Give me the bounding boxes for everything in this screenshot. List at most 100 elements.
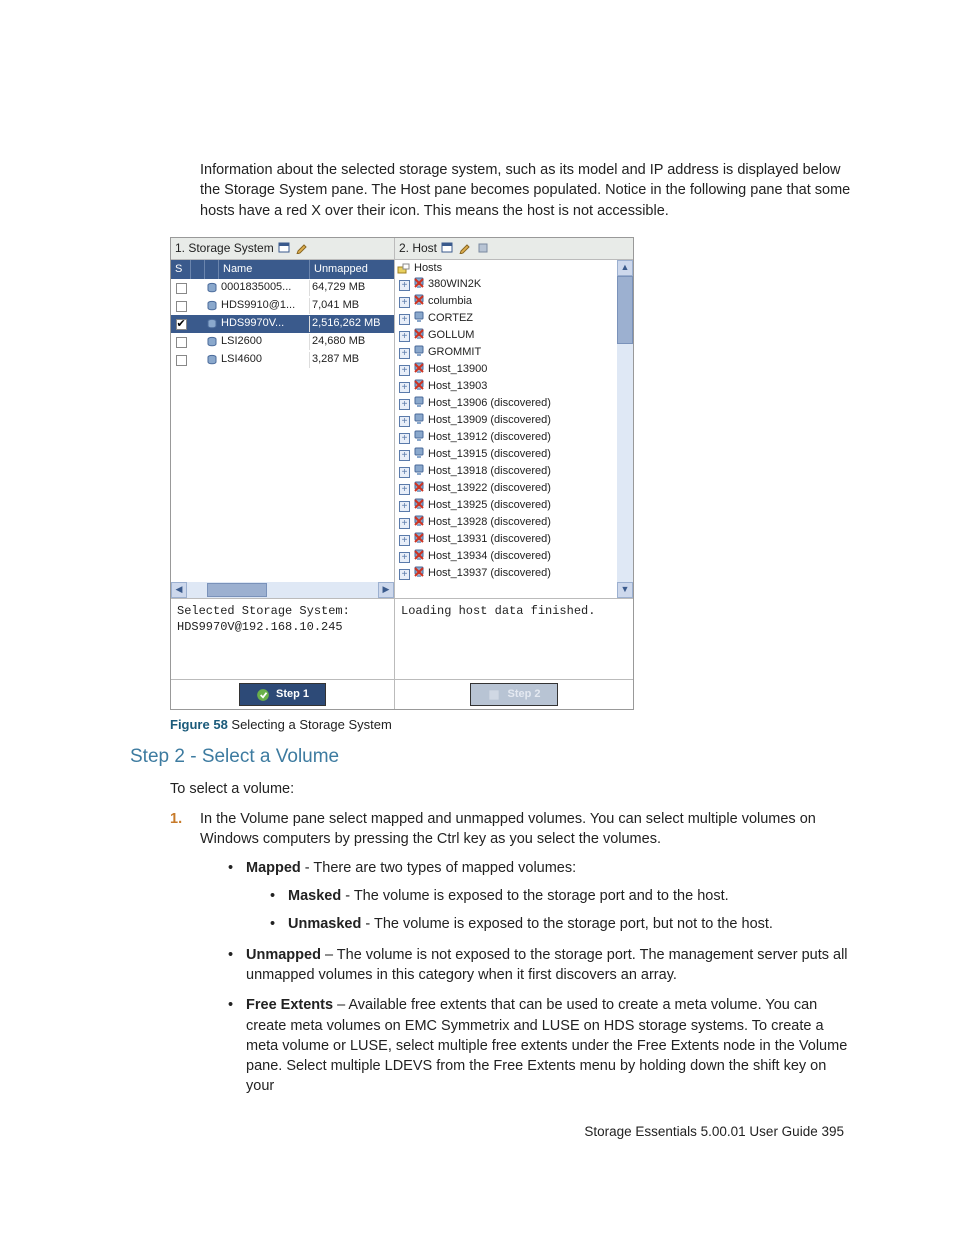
expand-icon[interactable]: + bbox=[399, 297, 410, 308]
expand-icon[interactable]: + bbox=[399, 348, 410, 359]
host-label: Host_13903 bbox=[428, 379, 487, 394]
expand-icon[interactable]: + bbox=[399, 569, 410, 580]
host-row[interactable]: + Host_13903 bbox=[397, 379, 617, 396]
expand-icon[interactable]: + bbox=[399, 331, 410, 342]
expand-icon[interactable]: + bbox=[399, 501, 410, 512]
section-heading: Step 2 - Select a Volume bbox=[130, 744, 854, 771]
storage-unmapped: 7,041 MB bbox=[310, 298, 394, 313]
expand-icon[interactable]: + bbox=[399, 416, 410, 427]
host-row[interactable]: + Host_13915 (discovered) bbox=[397, 447, 617, 464]
host-label: GROMMIT bbox=[428, 345, 481, 360]
figure-caption: Figure 58 Selecting a Storage System bbox=[170, 716, 854, 734]
edit-icon[interactable] bbox=[296, 242, 310, 254]
expand-icon[interactable]: + bbox=[399, 399, 410, 410]
row-checkbox[interactable] bbox=[176, 319, 187, 330]
properties-icon[interactable] bbox=[278, 242, 292, 254]
table-row[interactable]: HDS9970V...2,516,262 MB bbox=[171, 315, 394, 333]
host-row[interactable]: + GOLLUM bbox=[397, 328, 617, 345]
host-icon bbox=[413, 294, 425, 311]
host-icon bbox=[413, 362, 425, 379]
host-row[interactable]: +Host_13909 (discovered) bbox=[397, 413, 617, 430]
table-row[interactable]: LSI260024,680 MB bbox=[171, 333, 394, 351]
host-row[interactable]: +Host_13925 (discovered) bbox=[397, 498, 617, 515]
host-row[interactable]: + Host_13900 bbox=[397, 362, 617, 379]
host-label: Host_13912 (discovered) bbox=[428, 430, 551, 445]
storage-unmapped: 64,729 MB bbox=[310, 280, 394, 295]
host-label: Host_13937 (discovered) bbox=[428, 566, 551, 581]
host-row[interactable]: +Host_13906 (discovered) bbox=[397, 396, 617, 413]
host-icon bbox=[413, 311, 425, 328]
expand-icon[interactable]: + bbox=[399, 314, 410, 325]
host-icon bbox=[413, 345, 425, 362]
host-icon bbox=[413, 447, 425, 464]
host-row[interactable]: +Host_13928 (discovered) bbox=[397, 515, 617, 532]
host-icon bbox=[413, 498, 425, 515]
step-1-button[interactable]: Step 1 bbox=[239, 683, 326, 706]
row-checkbox[interactable] bbox=[176, 355, 187, 366]
expand-icon[interactable]: + bbox=[399, 365, 410, 376]
table-row[interactable]: HDS9910@1...7,041 MB bbox=[171, 297, 394, 315]
hosts-root[interactable]: Hosts bbox=[397, 261, 617, 277]
expand-icon[interactable]: + bbox=[399, 535, 410, 546]
storage-status: Selected Storage System: HDS9970V@192.16… bbox=[171, 599, 395, 679]
scroll-down-button[interactable]: ▼ bbox=[617, 582, 633, 598]
vertical-scrollbar[interactable]: ▲ ▼ bbox=[617, 260, 633, 598]
step-icon bbox=[487, 688, 501, 700]
host-status: Loading host data finished. bbox=[395, 599, 633, 679]
host-row[interactable]: + GROMMIT bbox=[397, 345, 617, 362]
bullet-unmapped: Unmapped – The volume is not exposed to … bbox=[228, 945, 854, 986]
host-row[interactable]: +Host_13922 (discovered) bbox=[397, 481, 617, 498]
host-label: 380WIN2K bbox=[428, 277, 481, 292]
row-checkbox[interactable] bbox=[176, 337, 187, 348]
host-row[interactable]: + Host_13934 (discovered) bbox=[397, 549, 617, 566]
host-label: Host_13934 (discovered) bbox=[428, 549, 551, 564]
expand-icon[interactable]: + bbox=[399, 280, 410, 291]
host-icon bbox=[413, 549, 425, 566]
host-icon bbox=[413, 328, 425, 345]
host-label: Host_13915 (discovered) bbox=[428, 447, 551, 462]
scroll-left-button[interactable]: ◀ bbox=[171, 582, 187, 598]
expand-icon[interactable]: + bbox=[399, 467, 410, 478]
host-row[interactable]: +380WIN2K bbox=[397, 277, 617, 294]
host-row[interactable]: + CORTEZ bbox=[397, 311, 617, 328]
storage-icon bbox=[205, 300, 219, 312]
host-icon bbox=[413, 396, 425, 413]
host-pane-title: 2. Host bbox=[395, 238, 633, 259]
expand-icon[interactable]: + bbox=[399, 433, 410, 444]
host-row[interactable]: +columbia bbox=[397, 294, 617, 311]
row-checkbox[interactable] bbox=[176, 283, 187, 294]
bullet-free-extents: Free Extents – Available free extents th… bbox=[228, 995, 854, 1096]
scroll-right-button[interactable]: ▶ bbox=[378, 582, 394, 598]
expand-icon[interactable]: + bbox=[399, 450, 410, 461]
host-row[interactable]: +Host_13918 (discovered) bbox=[397, 464, 617, 481]
horizontal-scrollbar[interactable]: ◀ ▶ bbox=[171, 582, 394, 598]
storage-name: LSI4600 bbox=[219, 352, 310, 367]
server-icon[interactable] bbox=[477, 242, 491, 254]
storage-unmapped: 3,287 MB bbox=[310, 352, 394, 367]
host-row[interactable]: + Host_13912 (discovered) bbox=[397, 430, 617, 447]
figure-58: 1. Storage System 2. Host S Name Unmappe… bbox=[170, 237, 634, 710]
storage-name: LSI2600 bbox=[219, 334, 310, 349]
host-row[interactable]: +Host_13931 (discovered) bbox=[397, 532, 617, 549]
storage-icon bbox=[205, 336, 219, 348]
host-label: Host_13900 bbox=[428, 362, 487, 377]
host-label: CORTEZ bbox=[428, 311, 473, 326]
edit-icon[interactable] bbox=[459, 242, 473, 254]
host-label: GOLLUM bbox=[428, 328, 474, 343]
storage-name: HDS9970V... bbox=[219, 316, 310, 331]
expand-icon[interactable]: + bbox=[399, 552, 410, 563]
table-row[interactable]: LSI46003,287 MB bbox=[171, 351, 394, 369]
expand-icon[interactable]: + bbox=[399, 484, 410, 495]
expand-icon[interactable]: + bbox=[399, 382, 410, 393]
storage-name: 0001835005... bbox=[219, 280, 310, 295]
step-2-button[interactable]: Step 2 bbox=[470, 683, 557, 706]
host-row[interactable]: + Host_13937 (discovered) bbox=[397, 566, 617, 583]
scroll-up-button[interactable]: ▲ bbox=[617, 260, 633, 276]
host-icon bbox=[413, 464, 425, 481]
expand-icon[interactable]: + bbox=[399, 518, 410, 529]
host-icon bbox=[413, 532, 425, 549]
table-row[interactable]: 0001835005...64,729 MB bbox=[171, 279, 394, 297]
storage-name: HDS9910@1... bbox=[219, 298, 310, 313]
row-checkbox[interactable] bbox=[176, 301, 187, 312]
properties-icon[interactable] bbox=[441, 242, 455, 254]
